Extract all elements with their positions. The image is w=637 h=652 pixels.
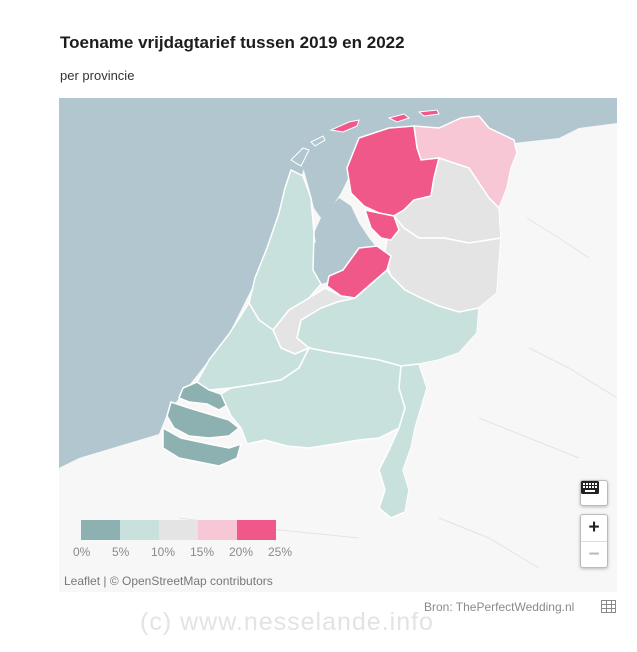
legend-swatch (159, 520, 198, 540)
province-zeeland[interactable] (162, 381, 243, 467)
legend-bar (81, 520, 301, 540)
table-icon[interactable] (601, 600, 616, 613)
keyboard-icon (581, 481, 599, 494)
wadden-sea (299, 126, 514, 218)
watermark: (c) www.nesselande.info (140, 608, 434, 636)
chart-subtitle: per provincie (60, 68, 135, 83)
german-border-lines (178, 217, 617, 569)
legend-label: 25% (268, 545, 293, 559)
province-noord-holland[interactable] (248, 168, 322, 332)
legend-label: 20% (229, 545, 254, 559)
legend-swatch (198, 520, 237, 540)
vlieland (310, 135, 326, 147)
zoom-in-button[interactable]: + (588, 517, 600, 538)
legend: 0% 5% 10% 15% 20% 25% (73, 520, 301, 561)
legend-label: 0% (73, 545, 91, 559)
legend-labels: 0% 5% 10% 15% 20% 25% (73, 545, 301, 561)
north-sea (59, 98, 617, 468)
legend-swatch (81, 520, 120, 540)
map-container[interactable]: 0% 5% 10% 15% 20% 25% Leaflet | © OpenStreetM… (59, 98, 617, 592)
legend-label: 10% (151, 545, 176, 559)
legend-label: 5% (112, 545, 130, 559)
chart-title: Toename vrijdagtarief tussen 2019 en 202… (60, 33, 405, 52)
map-attribution[interactable]: Leaflet | © OpenStreetMap contributors (64, 574, 273, 588)
zoom-control: + − (580, 514, 608, 568)
keyboard-shortcuts-button[interactable] (580, 480, 608, 506)
legend-swatch (120, 520, 159, 540)
map-svg[interactable] (59, 98, 617, 592)
germany (403, 138, 617, 592)
legend-label: 15% (190, 545, 215, 559)
province-noord-brabant[interactable] (220, 347, 406, 449)
zoom-out-button[interactable]: − (581, 541, 607, 567)
source-label[interactable]: Bron: ThePerfectWedding.nl (424, 600, 575, 614)
province-limburg[interactable] (378, 363, 428, 519)
legend-swatch (237, 520, 276, 540)
texel (290, 147, 310, 167)
province-friesland-islands[interactable] (329, 109, 440, 133)
